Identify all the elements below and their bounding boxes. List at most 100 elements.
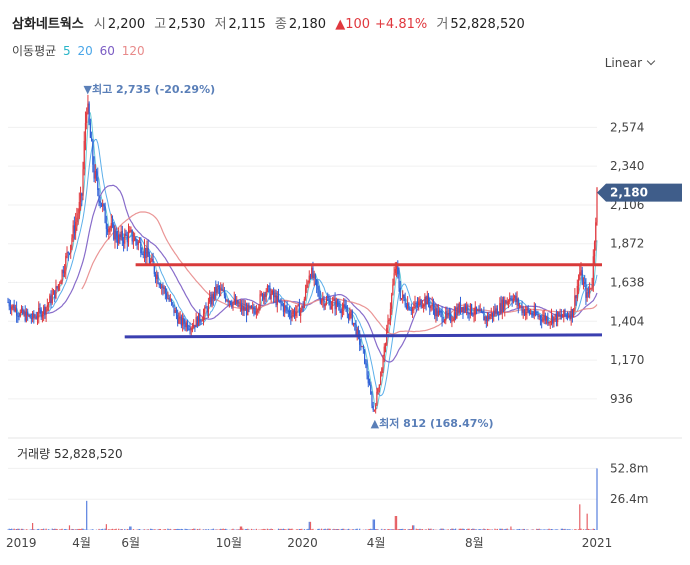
time-tick-label: 2020 <box>287 536 318 550</box>
volume-bar <box>393 529 395 530</box>
scale-dropdown[interactable]: Linear <box>604 56 656 70</box>
volume-bar <box>55 528 57 530</box>
volume-bar <box>323 528 325 530</box>
candle-body <box>259 294 261 307</box>
candle-body <box>563 309 565 317</box>
volume-bar <box>577 529 580 530</box>
volume-bar <box>282 528 285 530</box>
candle-body <box>55 286 57 299</box>
candle-body <box>143 247 146 255</box>
volume-tick-label: 26.4m <box>610 492 648 506</box>
volume-bar <box>327 528 329 530</box>
candle-body <box>423 305 425 307</box>
candle-body <box>151 258 153 261</box>
candle-body <box>82 169 84 196</box>
candle-body <box>11 306 13 310</box>
volume-bar <box>306 529 308 530</box>
candle-body <box>581 270 583 285</box>
candle-body <box>247 304 249 316</box>
volume-bar <box>20 528 23 530</box>
time-tick-label: 8월 <box>465 536 484 550</box>
volume-bar <box>349 529 351 530</box>
candle-body <box>150 260 152 264</box>
candle-body <box>161 286 163 289</box>
candle-body <box>480 309 483 312</box>
candle-body <box>188 328 190 330</box>
volume-bar <box>72 529 74 530</box>
candle-body <box>120 231 122 238</box>
candle-body <box>573 308 575 318</box>
candle-body <box>295 311 297 316</box>
candle-body <box>415 302 417 305</box>
candle-body <box>407 303 409 309</box>
candle-body <box>336 300 339 306</box>
volume-bar <box>191 529 194 530</box>
candle-body <box>504 300 506 310</box>
candle-body <box>434 309 436 317</box>
volume-bar <box>308 521 310 530</box>
candle-body <box>76 217 78 222</box>
volume-bar <box>410 528 412 530</box>
candle-body <box>185 322 187 328</box>
candle-body <box>222 290 224 292</box>
candle-body <box>366 364 368 376</box>
candle-body <box>478 310 480 312</box>
candle-body <box>549 321 551 323</box>
candle-body <box>75 221 77 234</box>
candle-body <box>333 299 335 301</box>
candle-body <box>288 311 291 316</box>
volume-bar <box>416 529 419 530</box>
volume-bar <box>552 529 554 530</box>
candle-body <box>41 314 44 318</box>
candle-body <box>436 308 438 317</box>
candle-body <box>286 307 288 311</box>
candle-body <box>79 193 82 203</box>
candle-body <box>163 288 165 290</box>
candle-body <box>373 409 376 411</box>
volume-bar <box>475 529 478 530</box>
volume-bar <box>121 529 123 530</box>
volume-bar <box>81 528 83 530</box>
max-price-annotation: ▼최고 2,735 (-20.29%) <box>84 82 216 96</box>
volume-bar <box>563 529 565 530</box>
volume-bar <box>501 528 503 530</box>
candle-body <box>574 295 576 309</box>
candle-body <box>114 230 116 240</box>
candle-body <box>261 293 264 300</box>
volume-bar <box>593 528 596 530</box>
candle-body <box>83 140 85 170</box>
moving-average-legend[interactable]: 이동평균 5 20 60 120 <box>12 42 148 59</box>
candle-body <box>124 233 126 244</box>
candle-body <box>86 112 88 123</box>
candle-body <box>384 345 387 347</box>
candle-body <box>502 299 505 310</box>
candle-body <box>509 298 511 302</box>
candle-body <box>153 265 155 274</box>
candle-body <box>596 187 598 223</box>
candle-body <box>472 314 474 316</box>
volume-bar <box>38 528 40 530</box>
volume-bar <box>151 528 153 530</box>
candle-body <box>306 284 308 289</box>
volume-bar <box>120 528 122 530</box>
candle-body <box>29 315 31 319</box>
candle-body <box>56 286 58 289</box>
candle-body <box>370 385 372 394</box>
volume-bar <box>500 528 502 530</box>
candle-body <box>312 267 314 279</box>
candle-body <box>403 294 405 300</box>
trend-lines[interactable] <box>124 263 603 339</box>
volume-panel-label: 거래량 <box>17 447 51 461</box>
candle-body <box>561 316 564 318</box>
candle-body <box>501 299 503 313</box>
volume-bar <box>569 529 571 530</box>
candle-body <box>329 300 331 309</box>
volume-bar <box>239 526 242 530</box>
candle-body <box>582 281 585 285</box>
volume-bar <box>539 529 542 530</box>
volume-bar <box>453 529 455 530</box>
candle-body <box>429 303 431 309</box>
scale-dropdown-label: Linear <box>604 56 642 70</box>
ma-120-legend: 120 <box>121 44 145 58</box>
